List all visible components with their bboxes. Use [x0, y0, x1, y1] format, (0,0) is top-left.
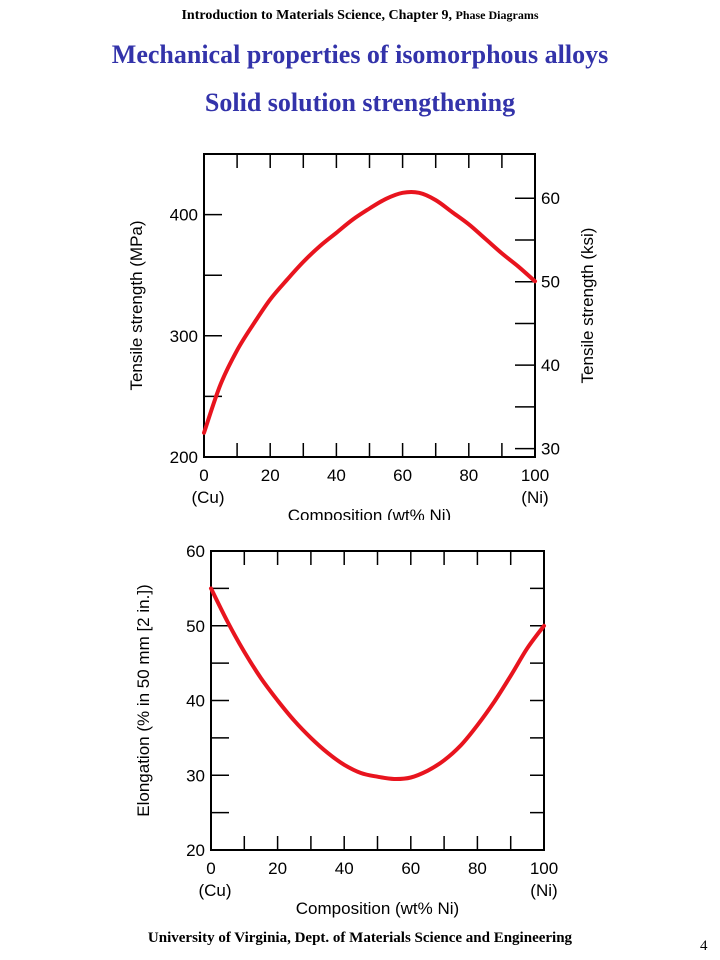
plot-frame: [203, 153, 536, 458]
x-tick-label: 0: [199, 466, 208, 485]
x-end-label-ni: (Ni): [530, 881, 557, 900]
page-title: Mechanical properties of isomorphous all…: [111, 40, 609, 69]
x-end-label-ni: (Ni): [521, 488, 548, 507]
y-tick-label: 200: [170, 448, 198, 467]
x-tick-label: 100: [530, 859, 558, 878]
x-tick-label: 80: [459, 466, 478, 485]
footer: University of Virginia, Dept. of Materia…: [147, 930, 573, 946]
y-tick-label: 30: [186, 766, 205, 785]
x-tick-label: 20: [261, 466, 280, 485]
y-axis-label: Elongation (% in 50 mm [2 in.]): [134, 584, 153, 816]
y2-tick-label: 60: [541, 189, 560, 208]
y-tick-label: 20: [186, 841, 205, 860]
y2-tick-label: 30: [541, 440, 560, 459]
tensile-strength-chart: 0 20 40 60 80 100 (Cu) (Ni) Composition (wt% Ni)…: [127, 153, 597, 520]
y-tick-label: 60: [186, 542, 205, 561]
x-tick-label: 60: [393, 466, 412, 485]
x-tick-label: 20: [268, 859, 287, 878]
x-tick-label: 80: [468, 859, 487, 878]
y-axis-label: Tensile strength (MPa): [127, 220, 146, 390]
y-tick-label: 400: [170, 206, 198, 225]
header: Introduction to Materials Science, Chapt…: [0, 8, 720, 24]
elongation-chart: 0 20 40 60 80 100(Cu) (Ni)Composition (wt% Ni)…: [134, 542, 558, 918]
y2-axis-label: Tensile strength (ksi): [578, 228, 597, 384]
x-end-label-cu: (Cu): [191, 488, 224, 507]
x-axis-label: Composition (wt% Ni): [288, 506, 451, 520]
page-number: 4: [700, 938, 708, 954]
header-main: Introduction to Materials Science, Chapt…: [181, 8, 456, 23]
x-end-label-cu: (Cu): [198, 881, 231, 900]
x-axis-label: Composition (wt% Ni): [296, 899, 459, 918]
y-tick-label: 40: [186, 692, 205, 711]
x-tick-label: 40: [335, 859, 354, 878]
x-tick-label: 0: [206, 859, 215, 878]
x-tick-label: 40: [327, 466, 346, 485]
x-tick-label: 100: [521, 466, 549, 485]
y-tick-label: 50: [186, 617, 205, 636]
header-sub: Phase Diagrams: [455, 8, 539, 22]
page-subtitle: Solid solution strengthening: [204, 88, 516, 117]
y-tick-label: 300: [170, 327, 198, 346]
data-curve: [209, 586, 546, 782]
y2-tick-label: 40: [541, 356, 560, 375]
x-tick-label: 60: [401, 859, 420, 878]
data-curve: [202, 189, 537, 435]
y2-tick-label: 50: [541, 273, 560, 292]
